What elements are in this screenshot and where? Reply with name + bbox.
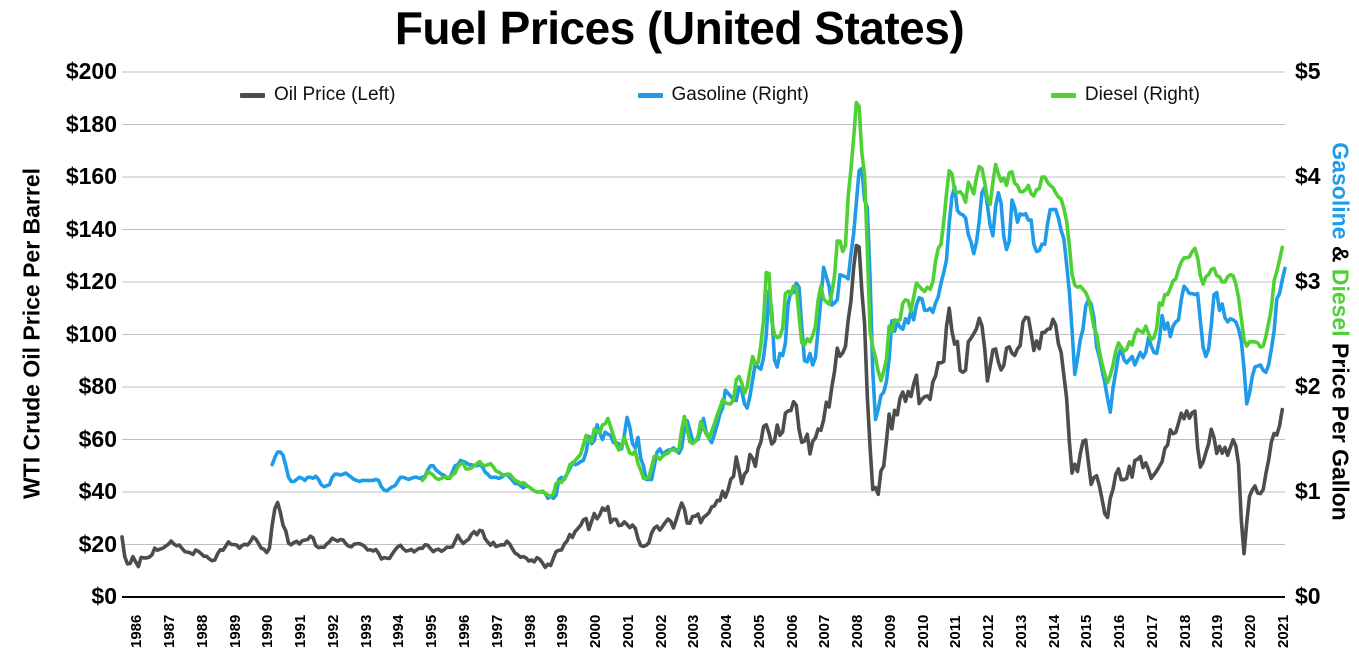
x-tick-2012: 2012 [980,614,998,648]
x-tick-1991: 1991 [292,614,310,648]
right-tick-usd2: $2 [1295,373,1321,399]
x-tick-1990: 1990 [259,614,277,648]
left-tick-usd120: $120 [65,268,117,294]
right-axis-title-part-3: Price Per Gallon [1327,336,1354,521]
x-tick-2015: 2015 [1078,614,1096,648]
x-tick-1996: 1996 [455,614,473,648]
left-tick-usd180: $180 [65,110,117,137]
x-tick-1995: 1995 [423,614,441,648]
left-tick-usd140: $140 [65,215,117,242]
x-tick-2004: 2004 [718,614,736,648]
x-tick-2020: 2020 [1242,614,1260,648]
right-tick-usd1: $1 [1295,478,1321,504]
x-tick-2006: 2006 [783,614,801,648]
x-tick-2013: 2013 [1012,614,1030,648]
x-tick-2003: 2003 [685,614,703,648]
left-tick-usd200: $200 [65,58,117,84]
right-axis-title-part-1: & [1327,239,1354,269]
right-axis-title: Gasoline & Diesel Price Per Gallon [1327,62,1354,602]
legend-item-diesel[interactable]: Diesel (Right) [1050,84,1200,106]
x-tick-2007: 2007 [816,614,834,648]
x-tick-2002: 2002 [652,614,670,648]
series-line-diesel [420,100,1285,498]
x-tick-2010: 2010 [914,614,932,648]
x-tick-1988: 1988 [193,614,211,648]
x-tick-1987: 1987 [161,614,179,648]
left-tick-usd100: $100 [65,320,117,347]
x-tick-2008: 2008 [849,614,867,648]
legend-label-diesel: Diesel (Right) [1084,84,1200,105]
x-tick-2017: 2017 [1143,614,1161,648]
left-tick-usd80: $80 [78,373,117,399]
x-tick-1999: 1999 [554,614,572,648]
chart-legend: Oil Price (Left) Gasoline (Right) Diesel… [240,84,1200,106]
x-tick-1992: 1992 [324,614,342,648]
x-tick-2011: 2011 [947,615,965,648]
x-tick-1997: 1997 [488,614,506,648]
x-tick-2014: 2014 [1045,614,1063,648]
x-tick-1993: 1993 [357,614,375,648]
legend-label-gasoline: Gasoline (Right) [671,84,809,105]
right-tick-usd5: $5 [1295,58,1321,84]
left-tick-usd0: $0 [91,583,117,609]
left-tick-usd160: $160 [65,163,117,189]
x-tick-1986: 1986 [128,614,146,648]
right-axis-title-part-0: Gasoline [1327,142,1354,240]
x-tick-2005: 2005 [750,614,768,648]
x-tick-1994: 1994 [390,614,408,648]
left-axis-title: WTI Crude Oil Price Per Barrel [18,167,45,500]
x-tick-2016: 2016 [1111,614,1129,648]
x-tick-2019: 2019 [1209,614,1227,648]
series-line-oil [120,243,1285,570]
legend-swatch-gasoline-icon [637,92,663,98]
legend-swatch-diesel-icon [1050,92,1076,98]
left-tick-usd60: $60 [78,425,117,452]
right-tick-usd4: $4 [1295,163,1321,189]
x-tick-1989: 1989 [226,614,244,648]
right-tick-usd3: $3 [1295,268,1321,294]
legend-swatch-oil-icon [240,92,265,98]
x-tick-2001: 2001 [619,614,637,648]
x-tick-2000: 2000 [587,614,605,648]
legend-item-oil[interactable]: Oil Price (Left) [240,84,395,106]
x-tick-2021: 2021 [1275,614,1292,648]
page-title: Fuel Prices (United States) [394,2,965,54]
legend-label-oil: Oil Price (Left) [274,84,396,105]
x-tick-2009: 2009 [881,614,899,648]
right-axis-title-part-2: Diesel [1327,268,1354,337]
x-tick-2018: 2018 [1176,614,1194,648]
legend-item-gasoline[interactable]: Gasoline (Right) [637,84,809,106]
left-tick-usd20: $20 [78,530,117,557]
series-line-gasoline [270,166,1287,501]
x-tick-1998: 1998 [521,614,539,648]
left-tick-usd40: $40 [78,478,117,504]
right-tick-usd0: $0 [1295,583,1321,609]
